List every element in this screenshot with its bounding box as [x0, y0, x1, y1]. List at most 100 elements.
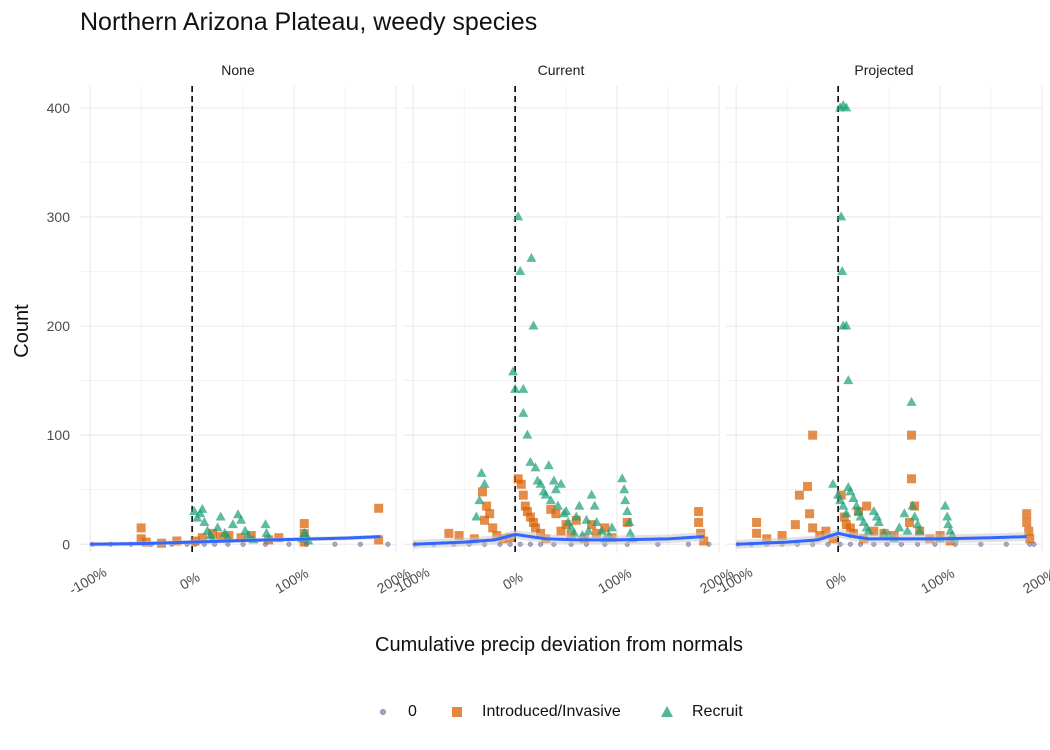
introduced-invasive-point — [516, 479, 526, 489]
zero-point — [286, 541, 292, 547]
x-tick-label: 100% — [595, 565, 634, 597]
facet-label: Projected — [854, 62, 913, 78]
introduced-invasive-point — [246, 531, 256, 541]
recruit-point — [518, 383, 529, 393]
zero-point — [507, 541, 513, 547]
recruit-point — [471, 511, 482, 521]
introduced-invasive-point — [513, 474, 523, 484]
recruit-point — [561, 506, 572, 516]
introduced-invasive-point — [752, 517, 762, 527]
zero-point — [385, 541, 391, 547]
trend-line — [90, 535, 381, 546]
introduced-invasive-point — [904, 517, 914, 527]
recruit-point — [522, 429, 533, 439]
recruit-point — [199, 516, 210, 526]
chart-title: Northern Arizona Plateau, weedy species — [80, 8, 538, 36]
introduced-invasive-point — [869, 526, 879, 536]
recruit-point — [189, 506, 200, 516]
introduced-invasive-point — [197, 533, 207, 543]
legend-label: Recruit — [692, 703, 743, 720]
recruit-point — [227, 519, 238, 529]
recruit-point — [574, 500, 585, 510]
recruit-point — [571, 511, 582, 521]
recruit-point — [543, 460, 554, 470]
faceted-scatter-chart: Count Cumulative precip deviation from n… — [11, 62, 1050, 656]
facet-panel-none: None-100% 0% 100% 200% — [66, 62, 413, 598]
legend-label: 0 — [408, 703, 417, 720]
recruit-point — [902, 525, 913, 535]
introduced-invasive-point — [454, 531, 464, 541]
introduced-invasive-point — [694, 507, 704, 517]
recruit-point — [535, 478, 546, 488]
recruit-point — [828, 478, 839, 488]
y-tick-label: 0 — [62, 536, 70, 552]
y-tick-label: 200 — [47, 318, 71, 334]
introduced-invasive-point — [551, 509, 561, 519]
y-tick-label: 300 — [47, 209, 71, 225]
recruit-point — [942, 511, 953, 521]
recruit-point — [215, 511, 226, 521]
x-tick-label: -100% — [389, 564, 432, 598]
introduced-invasive-point — [1022, 517, 1032, 527]
introduced-invasive-point — [478, 487, 488, 497]
recruit-point — [841, 102, 852, 112]
introduced-invasive-point — [488, 523, 498, 533]
introduced-invasive-point — [528, 517, 538, 527]
introduced-invasive-point — [1022, 509, 1032, 519]
introduced-invasive-point — [836, 490, 846, 500]
x-tick-label: -100% — [712, 564, 755, 598]
recruit-point — [581, 514, 592, 524]
recruit-point — [899, 508, 910, 518]
introduced-invasive-point — [845, 523, 855, 533]
x-tick-label: 200% — [1020, 565, 1050, 597]
recruit-point — [525, 456, 536, 466]
zero-point — [1003, 541, 1009, 547]
introduced-invasive-point — [777, 531, 787, 541]
recruit-point — [508, 366, 519, 376]
zero-point — [527, 541, 533, 547]
x-tick-label: -100% — [66, 564, 109, 598]
recruit-point — [873, 516, 884, 526]
recruit-point — [863, 525, 874, 535]
recruit-point — [550, 484, 561, 494]
recruit-point — [261, 527, 272, 537]
zero-point — [357, 541, 363, 547]
facet-panel-current: Current-100% 0% 100% 200% — [389, 62, 736, 598]
introduced-invasive-point — [805, 509, 815, 519]
recruit-point — [596, 525, 607, 535]
introduced-invasive-point — [480, 515, 490, 525]
recruit-point — [518, 407, 529, 417]
recruit-point — [624, 516, 635, 526]
introduced-invasive-point — [794, 490, 804, 500]
recruit-point — [907, 500, 918, 510]
recruit-point — [513, 211, 524, 221]
recruit-point — [841, 508, 852, 518]
introduced-invasive-point — [525, 512, 535, 522]
introduced-invasive-point — [485, 509, 495, 519]
x-tick-label: 0% — [823, 569, 849, 593]
recruit-point — [545, 495, 556, 505]
introduced-invasive-point — [907, 474, 917, 484]
recruit-point — [838, 500, 849, 510]
zero-point — [685, 541, 691, 547]
recruit-point — [617, 473, 628, 483]
introduced-invasive-point — [136, 523, 146, 533]
zero-point — [837, 541, 843, 547]
introduced-invasive-point — [808, 523, 818, 533]
introduced-invasive-point — [482, 501, 492, 511]
introduced-invasive-point — [752, 528, 762, 538]
zero-point — [517, 541, 523, 547]
x-tick-label: 100% — [272, 565, 311, 597]
legend-item-0: 0 — [372, 698, 417, 726]
recruit-point — [586, 489, 597, 499]
square-marker-icon — [446, 701, 468, 723]
introduced-invasive-point — [536, 528, 546, 538]
recruit-point — [528, 320, 539, 330]
zero-point — [847, 541, 853, 547]
recruit-point — [540, 489, 551, 499]
legend-label: Introduced/Invasive — [482, 703, 621, 720]
recruit-point — [243, 530, 254, 540]
introduced-invasive-point — [1025, 534, 1035, 544]
y-tick-label: 100 — [47, 427, 71, 443]
trend-line — [413, 532, 704, 546]
